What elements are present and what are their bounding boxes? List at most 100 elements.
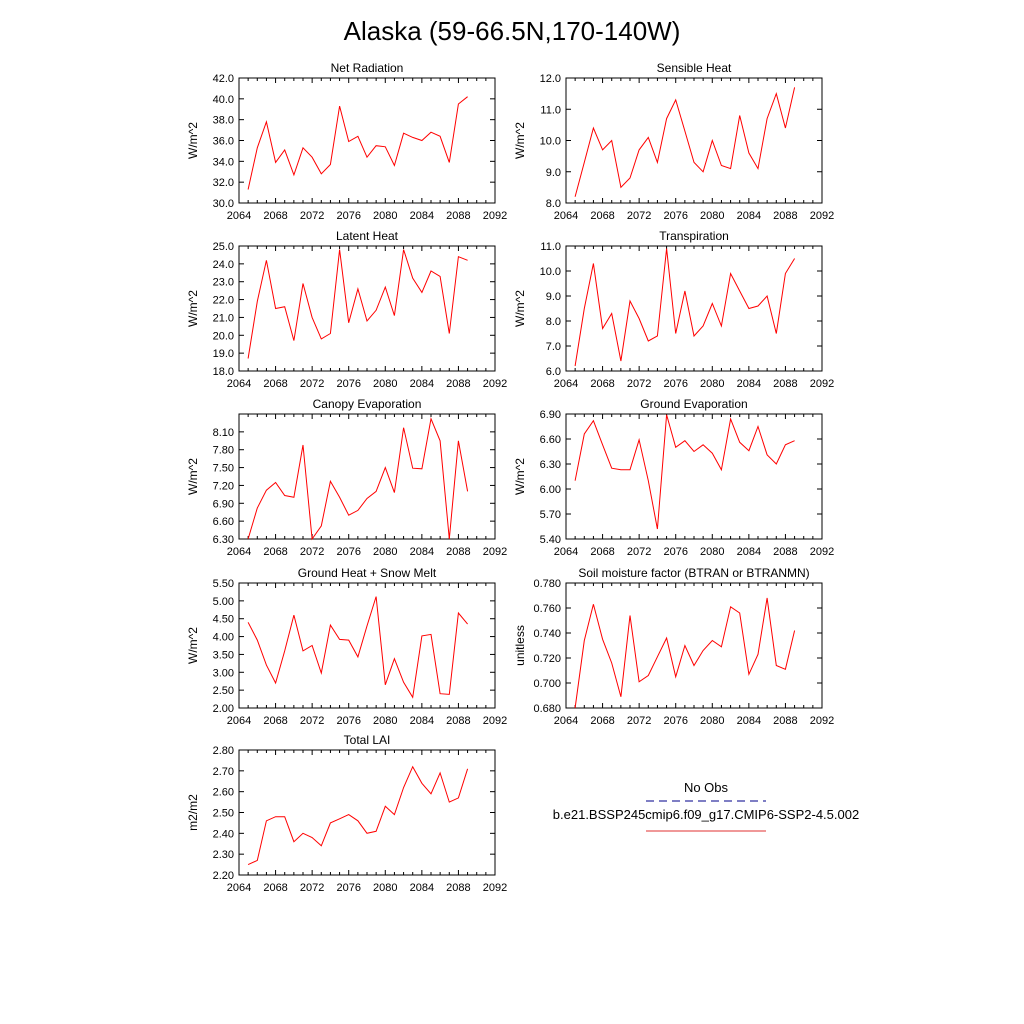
x-tick-label: 2068 — [590, 378, 614, 390]
plot-frame — [238, 413, 496, 540]
y-tick-label: 0.680 — [533, 703, 561, 715]
x-tick-label: 2092 — [810, 378, 834, 390]
y-axis-label: W/m^2 — [186, 290, 200, 327]
x-tick-label: 2084 — [737, 210, 761, 222]
y-tick-label: 30.0 — [213, 198, 234, 210]
y-tick-label: 38.0 — [213, 115, 234, 127]
y-tick-label: 2.00 — [213, 703, 234, 715]
y-tick-label: 3.50 — [213, 649, 234, 661]
x-tick-label: 2084 — [410, 715, 434, 727]
y-axis-label: unitless — [513, 625, 527, 666]
x-tick-label: 2084 — [410, 882, 434, 894]
y-tick-label: 5.00 — [213, 596, 234, 608]
x-tick-label: 2088 — [446, 378, 470, 390]
x-tick-label: 2072 — [300, 715, 324, 727]
y-tick-label: 8.0 — [546, 198, 561, 210]
y-tick-label: 3.00 — [213, 667, 234, 679]
x-tick-label: 2080 — [373, 715, 397, 727]
figure-title: Alaska (59-66.5N,170-140W) — [344, 16, 681, 46]
y-tick-label: 6.0 — [546, 366, 561, 378]
x-tick-label: 2064 — [227, 546, 251, 558]
plot-frame — [565, 413, 823, 540]
legend-label-model: b.e21.BSSP245cmip6.f09_g17.CMIP6-SSP2-4.… — [553, 807, 859, 822]
series-line — [247, 249, 468, 359]
y-tick-label: 42.0 — [213, 73, 234, 85]
plot-frame — [565, 77, 823, 204]
y-tick-label: 5.50 — [213, 578, 234, 590]
y-tick-label: 18.0 — [213, 366, 234, 378]
plot-frame — [238, 77, 496, 204]
y-tick-label: 0.740 — [533, 628, 561, 640]
x-tick-label: 2080 — [700, 715, 724, 727]
x-tick-label: 2072 — [627, 546, 651, 558]
plot-frame — [238, 582, 496, 709]
panel-title: Latent Heat — [336, 229, 399, 243]
x-tick-label: 2064 — [227, 715, 251, 727]
x-tick-label: 2072 — [627, 378, 651, 390]
y-tick-label: 25.0 — [213, 241, 234, 253]
x-tick-label: 2072 — [627, 210, 651, 222]
panel-8: Soil moisture factor (BTRAN or BTRANMN) u… — [513, 566, 834, 727]
x-tick-label: 2084 — [737, 715, 761, 727]
series-line — [247, 765, 469, 866]
x-tick-label: 2076 — [663, 378, 687, 390]
y-axis-label: W/m^2 — [513, 458, 527, 495]
x-tick-label: 2084 — [737, 546, 761, 558]
panel-3: Latent Heat W/m^2 2064 2068 2072 2076 2080 2084… — [186, 229, 507, 390]
x-tick-label: 2076 — [336, 882, 360, 894]
y-tick-label: 21.0 — [213, 312, 234, 324]
x-tick-label: 2092 — [483, 715, 507, 727]
panel-5: Canopy Evaporation W/m^2 2064 2068 2072 2076 2… — [186, 397, 507, 558]
x-tick-label: 2092 — [810, 546, 834, 558]
y-tick-label: 7.20 — [213, 480, 234, 492]
x-tick-label: 2084 — [410, 546, 434, 558]
plot-frame — [565, 245, 823, 372]
y-axis-label: W/m^2 — [186, 627, 200, 664]
x-tick-label: 2088 — [446, 882, 470, 894]
x-tick-label: 2080 — [373, 210, 397, 222]
series-line — [247, 96, 468, 190]
x-tick-label: 2084 — [737, 378, 761, 390]
y-tick-label: 2.20 — [213, 870, 234, 882]
y-tick-label: 20.0 — [213, 330, 234, 342]
y-tick-label: 0.760 — [533, 603, 561, 615]
y-tick-label: 23.0 — [213, 277, 234, 289]
y-tick-label: 7.80 — [213, 445, 234, 457]
x-tick-label: 2088 — [773, 378, 797, 390]
x-tick-label: 2068 — [263, 210, 287, 222]
y-tick-label: 2.30 — [213, 849, 234, 861]
x-tick-label: 2072 — [300, 210, 324, 222]
x-tick-label: 2084 — [410, 378, 434, 390]
y-tick-label: 2.50 — [213, 808, 234, 820]
x-tick-label: 2092 — [810, 210, 834, 222]
series-line — [247, 417, 469, 541]
y-tick-label: 2.40 — [213, 828, 234, 840]
x-tick-label: 2072 — [300, 546, 324, 558]
y-tick-label: 19.0 — [213, 348, 234, 360]
y-tick-label: 7.0 — [546, 341, 561, 353]
x-tick-label: 2072 — [300, 882, 324, 894]
x-tick-label: 2080 — [700, 546, 724, 558]
x-tick-label: 2088 — [773, 210, 797, 222]
panel-title: Net Radiation — [331, 61, 404, 75]
y-tick-label: 22.0 — [213, 295, 234, 307]
panel-title: Soil moisture factor (BTRAN or BTRANMN) — [578, 566, 809, 580]
panel-7: Ground Heat + Snow Melt W/m^2 2064 2068 2072… — [186, 566, 507, 727]
x-tick-label: 2092 — [483, 210, 507, 222]
series-line — [574, 248, 796, 367]
x-tick-label: 2088 — [446, 546, 470, 558]
panel-title: Total LAI — [344, 733, 391, 747]
panel-title: Ground Heat + Snow Melt — [298, 566, 437, 580]
panel-6: Ground Evaporation W/m^2 2064 2068 2072 2076 2… — [513, 397, 834, 558]
y-axis-label: W/m^2 — [186, 122, 200, 159]
y-tick-label: 11.0 — [540, 241, 561, 253]
y-tick-label: 36.0 — [213, 136, 234, 148]
y-tick-label: 12.0 — [540, 73, 561, 85]
panels: Net Radiation W/m^2 2064 2068 2072 2076 2080 20… — [186, 61, 834, 894]
y-tick-label: 24.0 — [213, 259, 234, 271]
y-tick-label: 0.780 — [533, 578, 561, 590]
x-tick-label: 2088 — [446, 210, 470, 222]
x-tick-label: 2076 — [336, 378, 360, 390]
x-tick-label: 2068 — [590, 715, 614, 727]
y-tick-label: 8.10 — [213, 427, 234, 439]
